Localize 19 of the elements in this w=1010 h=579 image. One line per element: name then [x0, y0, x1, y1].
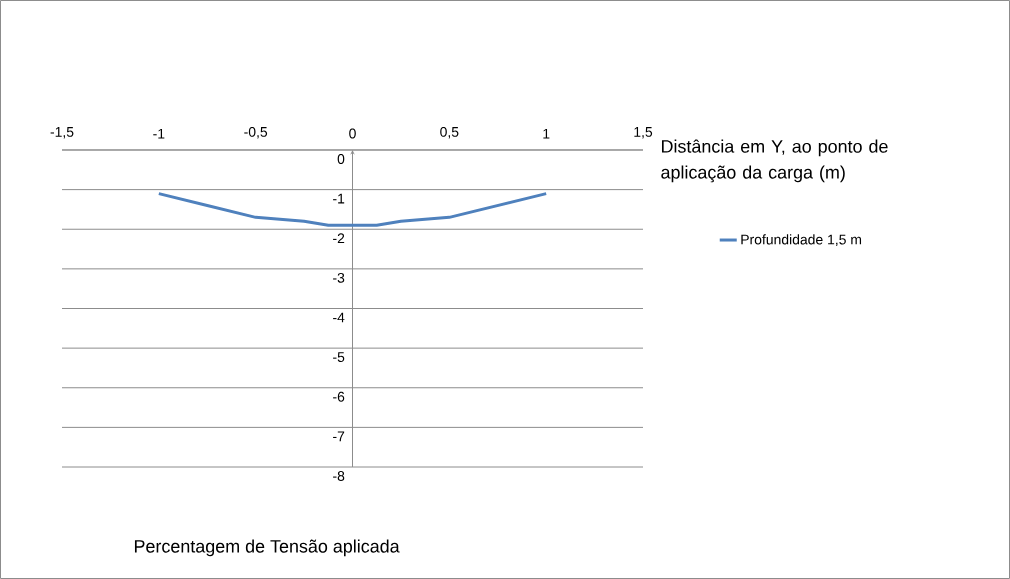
- y-tick-label: -2: [333, 233, 345, 244]
- y-tick-label: -1: [333, 193, 345, 204]
- x-tick-label: 0: [349, 128, 356, 139]
- y-tick-label: -3: [333, 272, 345, 283]
- y-tick-label: -7: [333, 431, 345, 442]
- y-tick-label: 0: [337, 154, 345, 164]
- x-tick-label: 0,5: [440, 126, 459, 139]
- x-tick-label: -1: [153, 128, 165, 139]
- x-tick-label: 1: [543, 128, 550, 139]
- y-tick-label: -5: [333, 352, 345, 362]
- y-tick-label: -8: [333, 471, 345, 481]
- legend-label: Profundidade 1,5 m: [741, 234, 862, 247]
- x-tick-label: -1,5: [50, 127, 74, 139]
- x-tick-label: -0,5: [244, 126, 268, 139]
- x-axis-title: Distância em Y, ao ponto de aplicação da carga (m): [661, 139, 888, 183]
- text: Percentagem de Tensão aplicada: [134, 539, 400, 557]
- y-tick-label: -4: [333, 312, 345, 323]
- y-tick-label: -6: [333, 391, 345, 402]
- x-tick-label: 1,5: [634, 127, 653, 139]
